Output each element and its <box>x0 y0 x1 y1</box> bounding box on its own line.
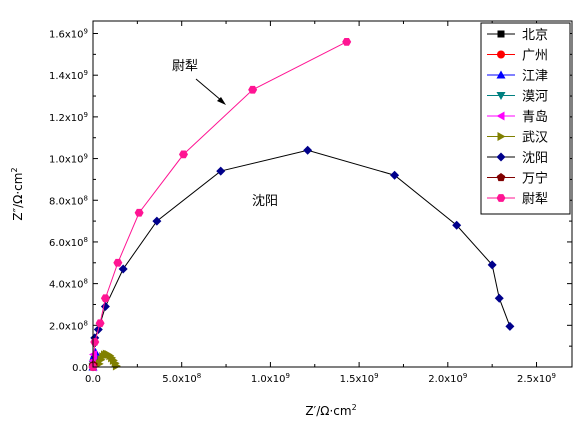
x-tick-label: 5.0x108 <box>162 372 201 385</box>
tick-labels: 0.0 2.0x108 4.0x108 6.0x108 8.0x108 1.0x109 1.… <box>49 28 556 385</box>
x-tick-label: 2.5x109 <box>517 372 556 385</box>
data-point <box>342 38 351 46</box>
y-tick-label: 1.0x109 <box>49 153 88 166</box>
data-point <box>216 167 225 176</box>
y-tick-label: 6.0x108 <box>49 236 88 249</box>
series-line <box>95 150 510 338</box>
x-tick-label: 1.0x109 <box>251 372 290 385</box>
y-tick-label: 1.4x109 <box>49 69 88 82</box>
y-axis-label: Z″/Ω·cm2 <box>10 167 25 220</box>
x-tick-label: 0.0 <box>85 374 101 385</box>
data-point <box>303 146 312 155</box>
data-point <box>113 259 122 267</box>
data-point <box>101 302 110 311</box>
data-point <box>135 209 144 217</box>
y-tick-label: 4.0x108 <box>49 278 88 291</box>
y-tick-label: 0.0 <box>72 363 88 374</box>
legend-marker <box>498 31 505 38</box>
x-tick-label: 2.0x109 <box>428 372 467 385</box>
data-point <box>152 217 161 226</box>
data-point <box>96 319 105 327</box>
data-point <box>505 322 514 331</box>
y-tick-label: 2.0x108 <box>49 319 88 332</box>
annotation-label-shenyang: 沈阳 <box>252 194 278 209</box>
annotation-arrow-weili <box>196 79 222 101</box>
legend-label: 漠河 <box>522 90 548 105</box>
x-tick-label: 1.5x109 <box>340 372 379 385</box>
annotations: 尉犁 沈阳 <box>172 59 278 209</box>
legend-label: 武汉 <box>522 131 548 146</box>
legend-label: 青岛 <box>522 109 548 125</box>
legend-marker <box>497 51 505 59</box>
legend-label: 北京 <box>522 28 548 43</box>
series-6 <box>90 146 514 343</box>
legend-label: 广州 <box>522 49 548 64</box>
series-layer <box>89 38 515 372</box>
y-tick-label: 1.2x109 <box>49 111 88 124</box>
series-8 <box>89 38 352 371</box>
legend-label: 万宁 <box>522 171 548 187</box>
x-axis-label: Z′/Ω·cm2 <box>305 403 356 418</box>
y-tick-label: 1.6x109 <box>49 28 88 41</box>
annotation-label-weili: 尉犁 <box>172 59 198 74</box>
data-point <box>495 294 504 303</box>
legend-label: 江津 <box>522 69 548 84</box>
y-tick-label: 8.0x108 <box>49 194 88 207</box>
legend-label: 沈阳 <box>522 151 548 166</box>
data-point <box>90 338 99 346</box>
series-line <box>93 42 347 367</box>
legend-label: 尉犁 <box>522 192 548 207</box>
